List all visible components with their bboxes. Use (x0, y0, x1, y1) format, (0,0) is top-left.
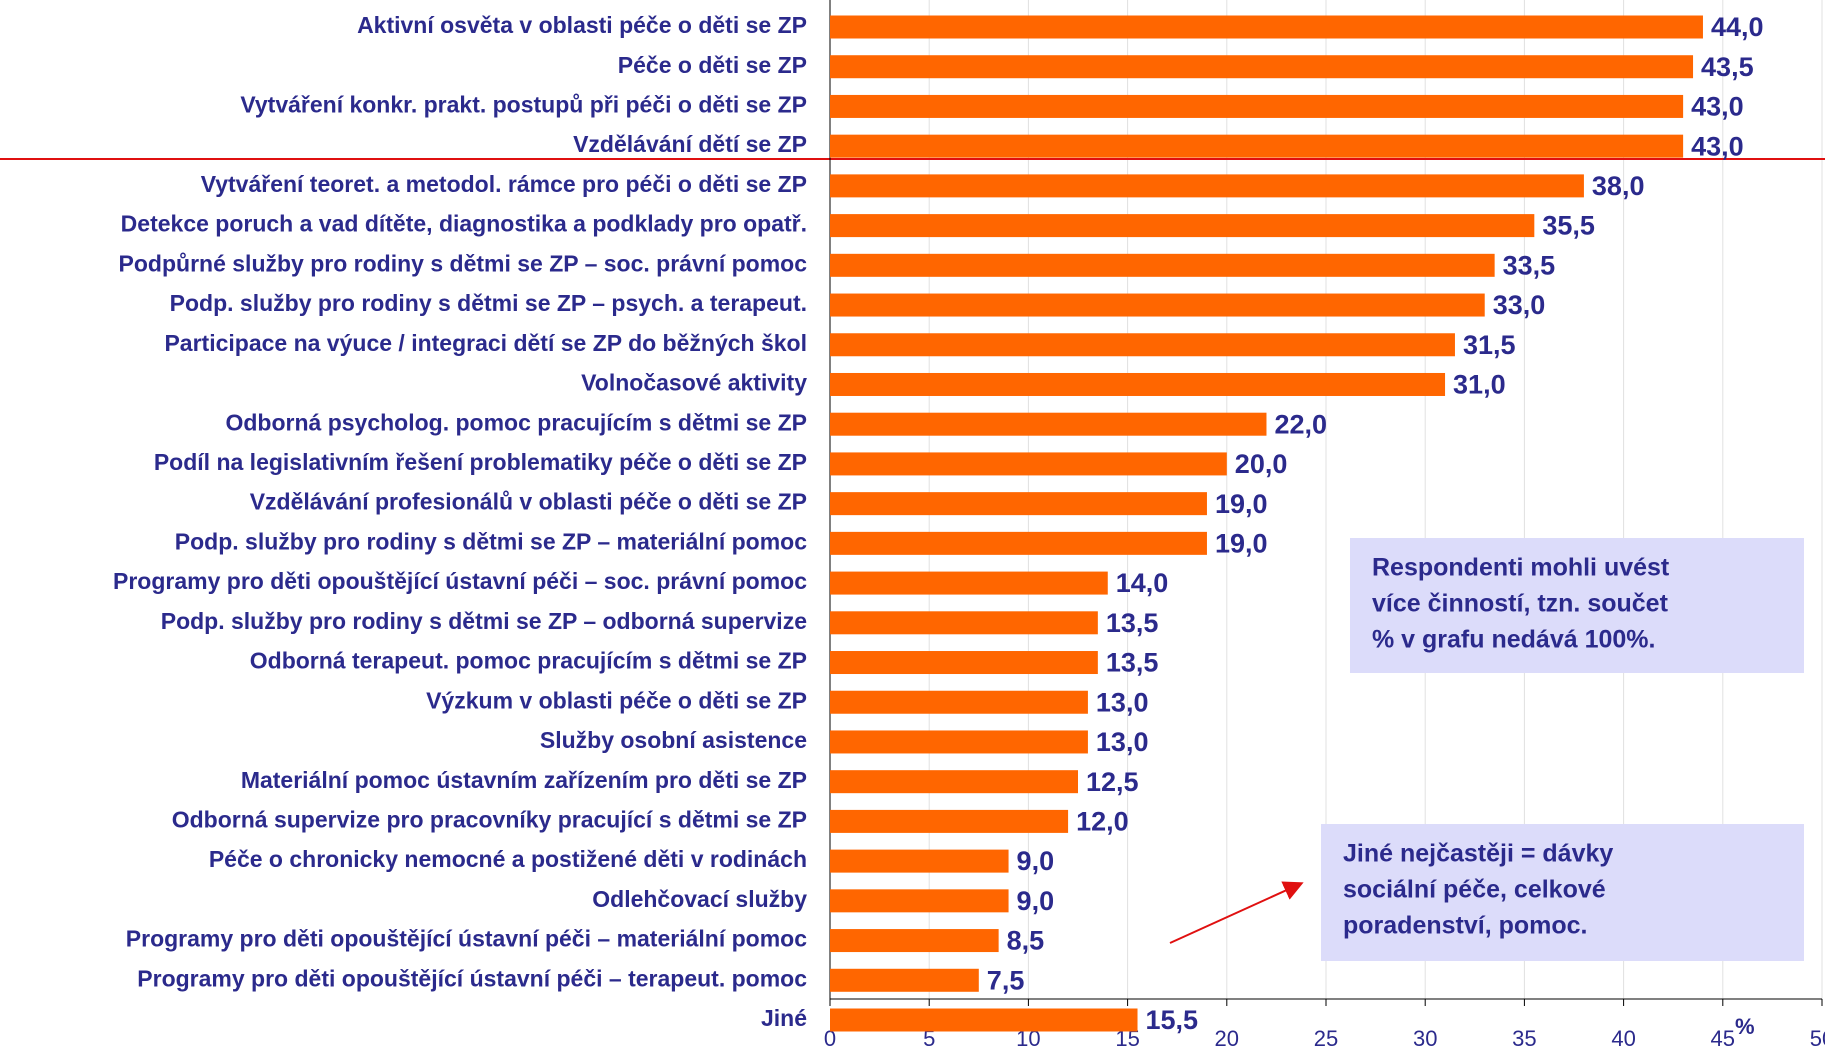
bar (830, 929, 999, 953)
bar (830, 15, 1703, 39)
category-label: Aktivní osvěta v oblasti péče o děti se … (357, 12, 807, 38)
value-label: 43,5 (1701, 52, 1754, 82)
bar (830, 333, 1455, 357)
x-tick-label: 35 (1512, 1026, 1536, 1051)
category-label: Programy pro děti opouštějící ústavní pé… (113, 568, 807, 594)
bar (830, 968, 979, 992)
category-label: Jiné (761, 1005, 807, 1031)
value-label: 8,5 (1007, 926, 1045, 956)
value-label: 19,0 (1215, 528, 1268, 558)
category-label: Podp. služby pro rodiny s dětmi se ZP – … (161, 608, 807, 634)
note-box (1350, 538, 1804, 673)
value-label: 9,0 (1017, 846, 1055, 876)
annotation: sociální péče, celkové (1343, 876, 1606, 904)
bar (830, 770, 1078, 794)
annotation: Jiné nejčastěji = dávky (1343, 840, 1613, 868)
x-tick-label: 30 (1413, 1026, 1437, 1051)
value-label: 13,0 (1096, 687, 1149, 717)
bar (830, 253, 1495, 277)
x-tick-label: 50 (1810, 1026, 1825, 1051)
bar (830, 1008, 1138, 1032)
bar (830, 531, 1207, 555)
category-label: Odborná terapeut. pomoc pracujícím s dět… (250, 648, 807, 674)
category-label: Vzdělávání dětí se ZP (573, 131, 807, 157)
value-label: 9,0 (1017, 886, 1055, 916)
bar (830, 849, 1009, 873)
category-label: Výzkum v oblasti péče o děti se ZP (426, 687, 807, 713)
value-label: 19,0 (1215, 489, 1268, 519)
bar (830, 809, 1069, 833)
category-label: Volnočasové aktivity (581, 370, 807, 396)
x-tick-label: 25 (1314, 1026, 1338, 1051)
category-label: Vytváření teoret. a metodol. rámce pro p… (201, 171, 807, 197)
value-label: 33,5 (1503, 250, 1556, 280)
x-tick-label: 0 (824, 1026, 836, 1051)
bar (830, 293, 1485, 317)
bar (830, 55, 1694, 79)
note-box (1321, 824, 1804, 961)
bar (830, 412, 1267, 436)
annotation: Respondenti mohli uvést (1372, 554, 1670, 582)
value-label: 38,0 (1592, 171, 1645, 201)
value-label: 15,5 (1146, 1005, 1199, 1035)
value-label: 35,5 (1542, 211, 1595, 241)
category-label: Podíl na legislativním řešení problemati… (154, 449, 807, 475)
category-label: Programy pro děti opouštějící ústavní pé… (126, 926, 807, 952)
category-label: Odborná psycholog. pomoc pracujícím s dě… (225, 409, 807, 435)
category-label: Služby osobní asistence (540, 727, 807, 753)
category-label: Péče o děti se ZP (618, 52, 807, 78)
category-label: Odlehčovací služby (592, 886, 807, 912)
value-label: 44,0 (1711, 12, 1764, 42)
bar (830, 94, 1684, 118)
value-label: 43,0 (1691, 131, 1744, 161)
category-label: Podp. služby pro rodiny s dětmi se ZP – … (170, 290, 807, 316)
value-label: 14,0 (1116, 568, 1169, 598)
x-tick-label: 40 (1611, 1026, 1635, 1051)
annotation: poradenství, pomoc. (1343, 912, 1587, 940)
annotation: více činností, tzn. součet (1372, 590, 1669, 618)
category-label: Péče o chronicky nemocné a postižené dět… (209, 846, 807, 872)
arrow (1169, 881, 1304, 944)
value-label: 13,5 (1106, 648, 1159, 678)
category-label: Vytváření konkr. prakt. postupů při péči… (240, 92, 807, 118)
bar (830, 730, 1088, 754)
x-tick-label: 45 (1711, 1026, 1735, 1051)
bar (830, 134, 1684, 158)
category-label: Podp. služby pro rodiny s dětmi se ZP – … (175, 528, 807, 554)
value-label: 13,0 (1096, 727, 1149, 757)
bar (830, 214, 1535, 238)
bar (830, 492, 1207, 516)
category-label: Participace na výuce / integraci dětí se… (164, 330, 807, 356)
bar (830, 372, 1446, 396)
bar (830, 174, 1584, 198)
x-tick-label: 5 (923, 1026, 935, 1051)
value-label: 43,0 (1691, 92, 1744, 122)
bar (830, 571, 1108, 595)
bar (830, 611, 1098, 635)
x-axis-label: % (1735, 1014, 1755, 1039)
bar (830, 651, 1098, 675)
category-label: Podpůrné služby pro rodiny s dětmi se ZP… (119, 250, 808, 276)
category-label: Odborná supervize pro pracovníky pracují… (172, 806, 807, 832)
category-label: Materiální pomoc ústavním zařízením pro … (241, 767, 807, 793)
value-label: 31,5 (1463, 330, 1516, 360)
value-label: 20,0 (1235, 449, 1288, 479)
bar (830, 889, 1009, 913)
value-label: 13,5 (1106, 608, 1159, 638)
category-label: Vzdělávání profesionálů v oblasti péče o… (250, 489, 807, 515)
value-label: 22,0 (1274, 409, 1327, 439)
category-label: Detekce poruch a vad dítěte, diagnostika… (121, 211, 807, 237)
category-label: Programy pro děti opouštějící ústavní pé… (137, 965, 807, 991)
bar (830, 690, 1088, 714)
value-label: 31,0 (1453, 370, 1506, 400)
annotation: % v grafu nedává 100%. (1372, 626, 1655, 654)
bar (830, 452, 1227, 476)
value-label: 7,5 (987, 965, 1025, 995)
value-label: 12,5 (1086, 767, 1139, 797)
value-label: 12,0 (1076, 807, 1129, 837)
x-tick-label: 20 (1215, 1026, 1239, 1051)
value-label: 33,0 (1493, 290, 1546, 320)
